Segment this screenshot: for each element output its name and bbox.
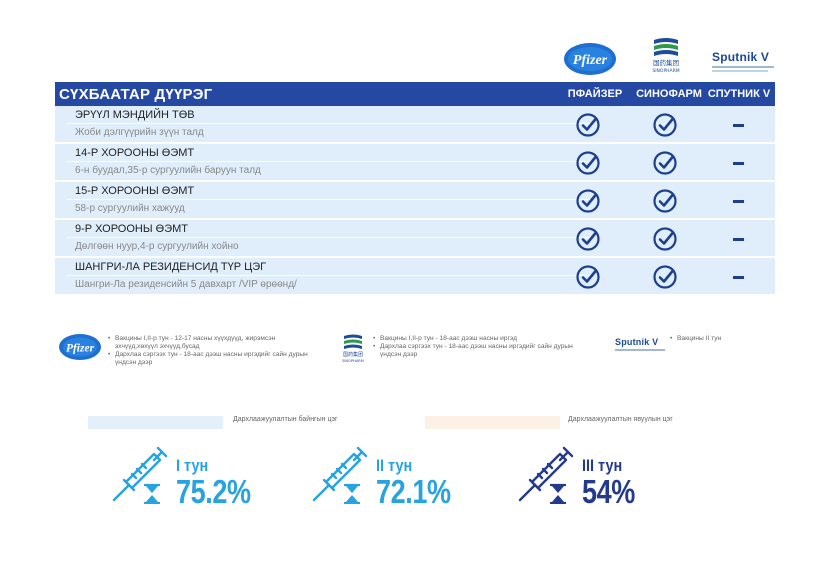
dose-percent: 54% (582, 473, 635, 510)
legend-pfizer-logo: Pfizer (59, 334, 101, 360)
dose-percent: 75.2% (176, 473, 251, 510)
dash-icon (733, 200, 744, 203)
dash-icon (733, 238, 744, 241)
table-row: ЭРҮҮЛ МЭНДИЙН ТӨВ Жоби дэлгүүрийн зүүн та… (55, 106, 775, 144)
check-icon (575, 264, 601, 290)
site-name: 15-Р ХОРООНЫ ӨЭМТ (75, 185, 195, 197)
syringe-icon (112, 446, 168, 504)
svg-text:Pfizer: Pfizer (573, 53, 608, 68)
column-sputnik: СПУТНИК V (707, 88, 771, 100)
svg-text:Pfizer: Pfizer (66, 343, 95, 355)
svg-text:SINOPHARM: SINOPHARM (652, 68, 679, 74)
column-pfizer: ПФАЙЗЕР (567, 88, 623, 100)
check-icon (652, 112, 678, 138)
mobile-point-swatch (425, 416, 560, 429)
legend-pfizer-item: Вакцины I,II-р тун - 12-17 насны хүүхдүү… (108, 335, 308, 351)
stat-dose-3: III тун 54% (514, 442, 684, 512)
dash-icon (733, 276, 744, 279)
table-row: 9-Р ХОРООНЫ ӨЭМТ Дөлгөөн нуур,4-р сургуул… (55, 220, 775, 258)
check-icon (652, 188, 678, 214)
mobile-point-label: Дархлаажуулалтын явуулын цэг (568, 416, 673, 423)
legend-sinopharm-item: Дархлаа сэргээх тун - 18-аас дээш насны … (373, 343, 573, 359)
site-address: Шангри-Ла резиденсийн 5 давхарт /VIP өрө… (75, 279, 297, 290)
syringe-icon (312, 446, 368, 504)
check-icon (575, 188, 601, 214)
pfizer-logo: Pfizer (564, 43, 616, 75)
stat-dose-1: I тун 75.2% (108, 442, 278, 512)
legend-pfizer-item: Дархлаа сэргээх тун - 18-аас дээш насны … (108, 351, 308, 367)
permanent-point-label: Дархлаажуулалтын байнгын цэг (233, 416, 338, 423)
dose-label: II тун (376, 456, 413, 475)
site-address: 58-р сургуулийн хажууд (75, 203, 185, 214)
site-address: 6-н буудал,35-р сургуулийн баруун талд (75, 165, 261, 176)
svg-text:国药集团: 国药集团 (343, 351, 363, 358)
stat-dose-2: II тун 72.1% (308, 442, 478, 512)
check-icon (575, 150, 601, 176)
sputnik-logo-text: Sputnik V (712, 50, 770, 64)
site-name: 9-Р ХОРООНЫ ӨЭМТ (75, 223, 188, 235)
site-address: Дөлгөөн нуур,4-р сургуулийн хойно (75, 241, 239, 252)
legend-sinopharm: Вакцины I,II-р тун - 18-аас дээш насны и… (373, 335, 573, 359)
legend-sputnik: Вакцины II тун (670, 335, 770, 343)
dash-icon (733, 124, 744, 127)
legend-pfizer: Вакцины I,II-р тун - 12-17 насны хүүхдүү… (108, 335, 308, 367)
table-header: СҮХБААТАР ДҮҮРЭГ ПФАЙЗЕР СИНОФАРМ СПУТНИ… (55, 82, 775, 106)
legend-sinopharm-logo: 国药集团 SINOPHARM (342, 334, 364, 363)
site-name: ШАНГРИ-ЛА РЕЗИДЕНСИД ТҮР ЦЭГ (75, 261, 267, 273)
dose-label: III тун (582, 456, 623, 475)
check-icon (575, 112, 601, 138)
permanent-point-swatch (88, 416, 223, 429)
column-sinopharm: СИНОФАРМ (636, 88, 702, 100)
site-name: ЭРҮҮЛ МЭНДИЙН ТӨВ (75, 109, 195, 121)
check-icon (575, 226, 601, 252)
table-row: 14-Р ХОРООНЫ ӨЭМТ 6-н буудал,35-р сургуул… (55, 144, 775, 182)
svg-text:国药集团: 国药集团 (653, 58, 679, 67)
table-row: 15-Р ХОРООНЫ ӨЭМТ 58-р сургуулийн хажууд (55, 182, 775, 220)
svg-text:SINOPHARM: SINOPHARM (342, 359, 364, 363)
site-address: Жоби дэлгүүрийн зүүн талд (75, 127, 204, 138)
dose-percent: 72.1% (376, 473, 451, 510)
table-row: ШАНГРИ-ЛА РЕЗИДЕНСИД ТҮР ЦЭГ Шангри-Ла ре… (55, 258, 775, 296)
site-name: 14-Р ХОРООНЫ ӨЭМТ (75, 147, 195, 159)
check-icon (652, 264, 678, 290)
sputnik-logo: Sputnik V (712, 50, 782, 72)
legend-sputnik-item: Вакцины II тун (670, 335, 770, 343)
sinopharm-logo: 国药集团 SINOPHARM (652, 38, 680, 74)
dash-icon (733, 162, 744, 165)
vaccination-table: СҮХБААТАР ДҮҮРЭГ ПФАЙЗЕР СИНОФАРМ СПУТНИ… (55, 82, 775, 296)
check-icon (652, 226, 678, 252)
district-title: СҮХБААТАР ДҮҮРЭГ (59, 85, 213, 103)
check-icon (652, 150, 678, 176)
syringe-icon (518, 446, 574, 504)
legend-sputnik-logo: Sputnik V (615, 337, 675, 355)
legend-sputnik-text: Sputnik V (615, 337, 659, 347)
dose-label: I тун (176, 456, 209, 475)
legend-sinopharm-item: Вакцины I,II-р тун - 18-аас дээш насны и… (373, 335, 573, 343)
